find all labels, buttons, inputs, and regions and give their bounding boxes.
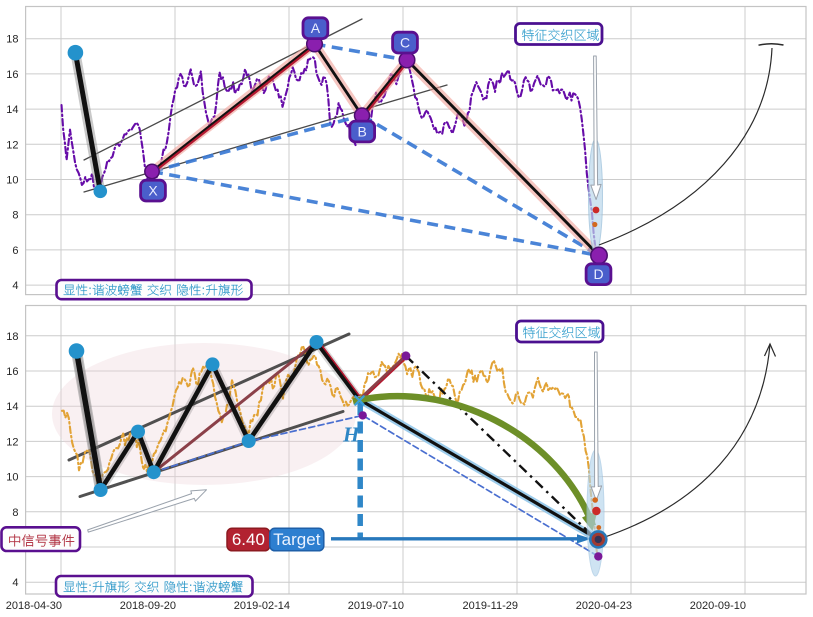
svg-text:Target: Target: [273, 530, 321, 549]
svg-text:X: X: [148, 183, 158, 199]
svg-text:2018-09-20: 2018-09-20: [120, 600, 176, 612]
svg-text::: :: [88, 283, 92, 298]
svg-text:B: B: [358, 124, 367, 140]
svg-text:18: 18: [6, 331, 18, 343]
svg-text:14: 14: [6, 401, 18, 413]
svg-text:10: 10: [6, 472, 18, 484]
svg-text:8: 8: [12, 210, 18, 222]
svg-text:2018-04-30: 2018-04-30: [6, 600, 62, 612]
svg-text::: :: [88, 580, 92, 595]
svg-text:12: 12: [6, 436, 18, 448]
svg-text:H: H: [342, 423, 360, 447]
svg-text:18: 18: [6, 34, 18, 46]
svg-text:10: 10: [6, 175, 18, 187]
svg-text:2019-07-10: 2019-07-10: [348, 600, 404, 612]
svg-text:2019-11-29: 2019-11-29: [463, 600, 518, 612]
svg-text:2020-04-23: 2020-04-23: [576, 600, 632, 612]
svg-text:4: 4: [12, 577, 18, 589]
svg-text:2020-09-10: 2020-09-10: [690, 600, 746, 612]
svg-text:C: C: [400, 35, 410, 51]
svg-text:4: 4: [12, 280, 18, 292]
svg-text:2019-02-14: 2019-02-14: [234, 600, 290, 612]
svg-text:16: 16: [6, 69, 18, 81]
svg-text:D: D: [593, 266, 603, 282]
svg-text:14: 14: [6, 104, 18, 116]
svg-text::: :: [189, 580, 193, 595]
svg-text:8: 8: [12, 507, 18, 519]
svg-text::: :: [202, 283, 206, 298]
svg-text:6: 6: [12, 245, 18, 257]
svg-text:12: 12: [6, 139, 18, 151]
svg-text:A: A: [311, 20, 321, 36]
svg-text:6.40: 6.40: [232, 530, 265, 549]
svg-text:16: 16: [6, 366, 18, 378]
